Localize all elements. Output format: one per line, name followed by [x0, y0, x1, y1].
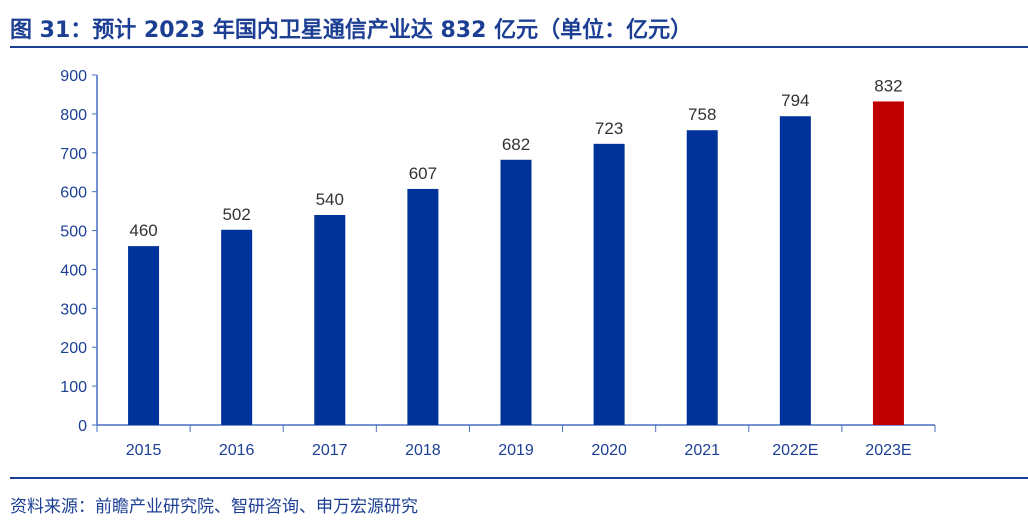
bar-2019	[500, 159, 532, 425]
data-label-2023E: 832	[874, 76, 902, 95]
data-label-2022E: 794	[781, 91, 809, 110]
x-tick-label: 2016	[219, 442, 255, 459]
title-divider	[10, 46, 1028, 48]
data-label-2018: 607	[409, 164, 437, 183]
x-tick-label: 2018	[405, 442, 441, 459]
bar-2020	[593, 143, 625, 426]
x-tick-label: 2015	[126, 442, 162, 459]
y-tick-label: 500	[60, 224, 87, 241]
x-tick-label: 2023E	[865, 442, 911, 459]
x-tick-label: 2022E	[772, 442, 818, 459]
bar-2016	[221, 229, 253, 425]
bar-2015	[128, 246, 160, 425]
chart-title: 图 31：预计 2023 年国内卫星通信产业达 832 亿元（单位：亿元）	[10, 18, 693, 43]
bar-chart: 0 100 200 300 400 500 600 700 800 900 460 2015 502 20…	[60, 68, 936, 459]
y-tick-label: 300	[60, 301, 87, 318]
x-tick-label: 2017	[312, 442, 348, 459]
y-tick-label: 800	[60, 107, 87, 124]
data-label-2020: 723	[595, 119, 623, 138]
bar-2017	[314, 215, 346, 425]
bar-2021	[686, 130, 718, 425]
data-label-2021: 758	[688, 105, 716, 124]
y-tick-label: 700	[60, 146, 87, 163]
data-label-2016: 502	[222, 205, 250, 224]
data-label-2019: 682	[502, 135, 530, 154]
y-tick-label: 200	[60, 340, 87, 357]
bar-2023E	[872, 101, 904, 425]
y-tick-label: 0	[78, 418, 87, 435]
y-tick-label: 900	[60, 68, 87, 85]
source-note: 资料来源：前瞻产业研究院、智研咨询、申万宏源研究	[10, 497, 418, 517]
y-tick-label: 600	[60, 185, 87, 202]
x-tick-label: 2020	[591, 442, 627, 459]
x-tick-label: 2021	[684, 442, 720, 459]
data-label-2017: 540	[316, 190, 344, 209]
bar-2018	[407, 188, 439, 425]
footer-divider	[10, 477, 1028, 479]
y-tick-label: 100	[60, 379, 87, 396]
data-label-2015: 460	[129, 221, 157, 240]
y-tick-label: 400	[60, 262, 87, 279]
x-tick-label: 2019	[498, 442, 534, 459]
bar-2022E	[779, 116, 811, 425]
